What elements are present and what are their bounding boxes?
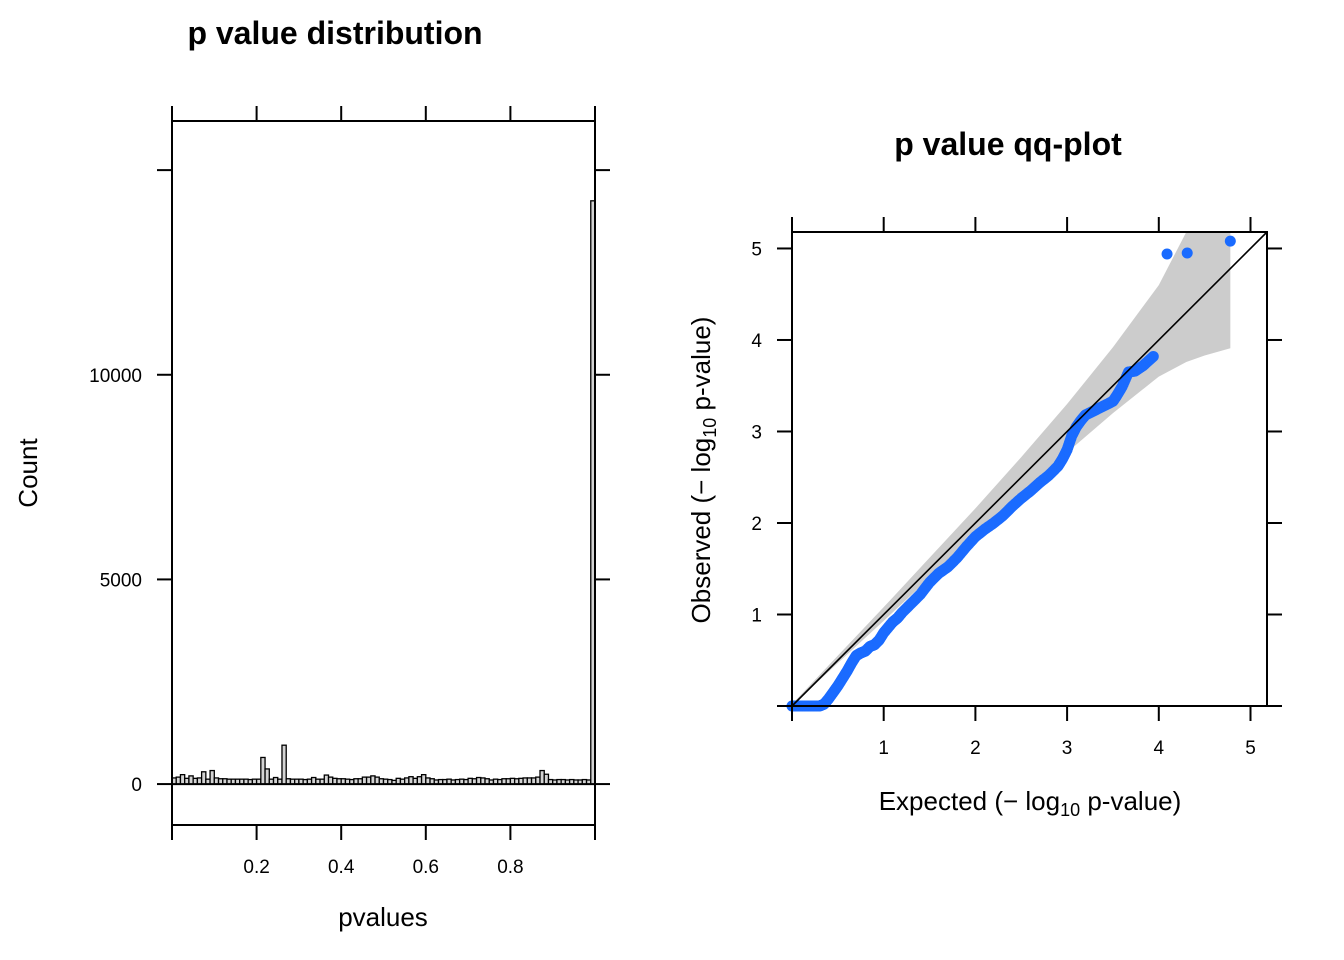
- qq-title: p value qq-plot: [894, 126, 1122, 162]
- qq-x-tick-label: 1: [878, 738, 889, 759]
- qq-x-label-prefix: Expected (− log: [879, 786, 1060, 816]
- qq-x-tick-label: 2: [970, 738, 981, 759]
- qq-y-tick-label: 2: [751, 514, 762, 535]
- qq-y-tick-label: 4: [751, 331, 762, 352]
- qq-panel: p value qq-plot 1 2 3 4 5 1 2 3 4 5 Expected (− …: [686, 126, 1282, 820]
- qq-confidence-band: [792, 232, 1231, 706]
- histogram-y-tick-label: 0: [131, 775, 142, 796]
- qq-y-label-prefix: Observed (− log: [686, 438, 716, 624]
- qq-frame: [791, 231, 1268, 707]
- histogram-y-ticks: 0 5000 10000: [89, 169, 610, 796]
- qq-point: [1181, 247, 1193, 259]
- qq-y-label-suffix: p-value): [686, 317, 716, 418]
- histogram-y-tick-label: 5000: [100, 570, 142, 591]
- qq-point: [1147, 350, 1159, 362]
- histogram-x-tick-label: 0.6: [413, 857, 439, 878]
- qq-x-ticks: 1 2 3 4 5: [791, 217, 1256, 759]
- qq-x-tick-label: 5: [1245, 738, 1256, 759]
- qq-x-label-subscript: 10: [1060, 800, 1080, 820]
- qq-point: [1224, 235, 1236, 247]
- qq-y-tick-label: 3: [751, 422, 762, 443]
- histogram-title: p value distribution: [187, 15, 482, 51]
- histogram-x-label: pvalues: [338, 902, 428, 932]
- qq-x-tick-label: 4: [1154, 738, 1165, 759]
- qq-point: [1161, 248, 1173, 260]
- qq-x-tick-label: 3: [1062, 738, 1073, 759]
- histogram-y-label: Count: [13, 438, 43, 508]
- histogram-frame: [171, 120, 596, 826]
- qq-x-label: Expected (− log10 p-value): [879, 786, 1182, 820]
- histogram-bars: [171, 200, 596, 785]
- qq-y-tick-label: 5: [751, 239, 762, 260]
- qq-y-tick-label: 1: [751, 605, 762, 626]
- histogram-x-tick-label: 0.4: [328, 857, 355, 878]
- histogram-y-tick-label: 10000: [89, 366, 142, 387]
- qq-reference-line: [791, 231, 1268, 707]
- qq-y-ticks: 1 2 3 4 5: [751, 239, 1282, 707]
- qq-y-label: Observed (− log10 p-value): [686, 317, 720, 624]
- histogram-x-ticks: 0.2 0.4 0.6 0.8: [171, 106, 596, 878]
- histogram-x-tick-label: 0.8: [497, 857, 523, 878]
- histogram-x-tick-label: 0.2: [243, 857, 269, 878]
- qq-x-label-suffix: p-value): [1080, 786, 1181, 816]
- qq-y-label-subscript: 10: [700, 418, 720, 438]
- histogram-panel: p value distribution 0.2 0.4 0.6 0.8 0 5000 1…: [13, 15, 610, 932]
- qq-points: [786, 235, 1236, 712]
